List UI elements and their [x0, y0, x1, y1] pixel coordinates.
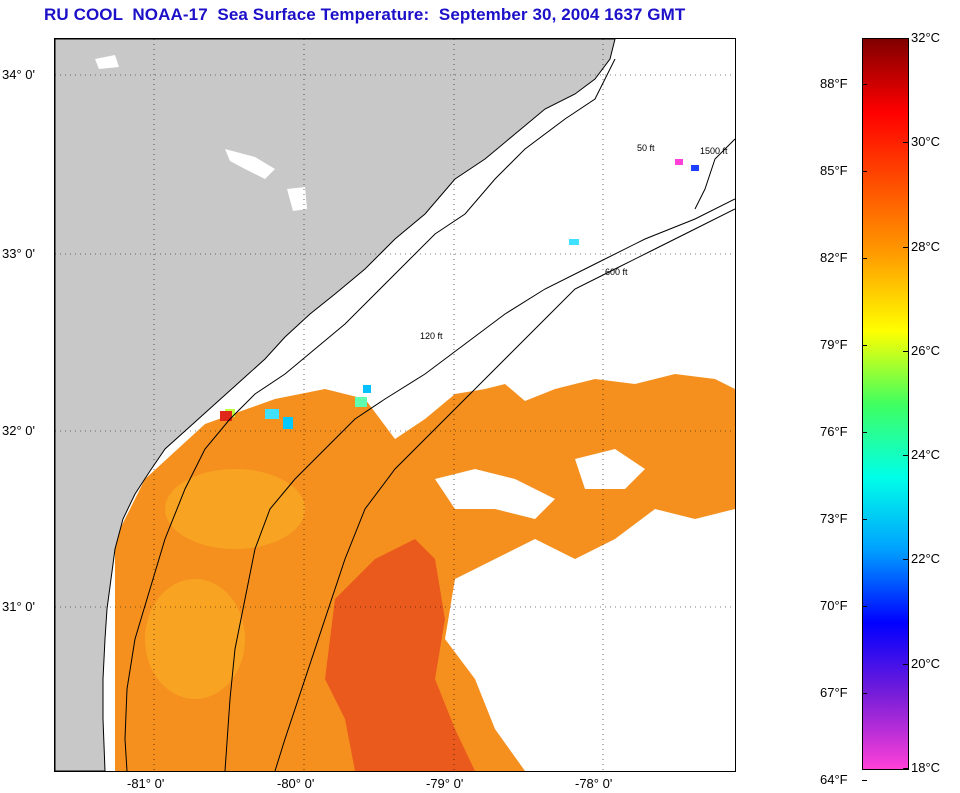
colorbar-fahrenheit-label: 88°F	[820, 76, 848, 92]
sst-moderate-patch	[165, 469, 305, 549]
colorbar-fahrenheit-tick	[862, 431, 867, 433]
colorbar-celsius-label: 28°C	[911, 238, 941, 254]
lon-label-80: -80° 0'	[277, 776, 315, 791]
colorbar-fahrenheit-label: 64°F	[820, 771, 848, 787]
lake-1	[225, 149, 275, 179]
cloud-gap-1	[435, 469, 555, 519]
sst-map: 50 ft 120 ft 600 ft 1500 ft	[54, 38, 736, 772]
lat-label-34: 34° 0'	[2, 67, 35, 82]
isobath-label-1500ft: 1500 ft	[700, 146, 728, 156]
sst-hot-core	[325, 539, 475, 771]
colorbar-celsius-label: 26°C	[911, 342, 941, 358]
sst-moderate-patch-2	[145, 579, 245, 699]
colorbar-celsius-tick	[903, 246, 908, 248]
lon-label-81: -81° 0'	[127, 776, 165, 791]
colorbar-fahrenheit-label: 70°F	[820, 597, 848, 613]
isobath-label-50ft: 50 ft	[637, 143, 655, 153]
lake-2	[287, 187, 307, 211]
colorbar-celsius-tick	[903, 38, 908, 39]
colorbar-celsius-tick	[903, 559, 908, 561]
colorbar-fahrenheit-tick	[862, 345, 867, 347]
cloud-gap-4	[615, 529, 735, 619]
cloud-gap-2	[575, 449, 645, 489]
colorbar-fahrenheit-tick	[862, 518, 867, 520]
colorbar-celsius-tick	[903, 455, 908, 457]
colorbar-celsius-label: 32°C	[911, 30, 941, 45]
cool-water-specks	[220, 159, 699, 429]
colorbar-fahrenheit-label: 76°F	[820, 423, 848, 439]
colorbar-fahrenheit-label: 79°F	[820, 337, 848, 353]
colorbar-fahrenheit-tick	[862, 692, 867, 694]
temperature-colorbar	[862, 38, 909, 770]
lake-3	[95, 55, 119, 69]
colorbar-fahrenheit-tick	[862, 84, 867, 86]
colorbar-celsius-label: 24°C	[911, 447, 941, 463]
isobath-600ft	[274, 208, 735, 771]
colorbar-fahrenheit-tick	[862, 779, 867, 781]
colorbar-celsius-tick	[903, 768, 908, 769]
map-title: RU COOL NOAA-17 Sea Surface Temperature:…	[44, 5, 686, 24]
sst-map-canvas: 50 ft 120 ft 600 ft 1500 ft	[55, 39, 735, 771]
lat-label-31: 31° 0'	[2, 599, 35, 614]
land-mass	[55, 39, 616, 771]
colorbar-fahrenheit-tick	[862, 258, 867, 260]
isobath-1500ft	[694, 138, 735, 210]
colorbar-fahrenheit-tick	[862, 605, 867, 607]
colorbar-fahrenheit-label: 73°F	[820, 510, 848, 526]
cloud-gap-3	[495, 599, 735, 771]
colorbar-celsius-label: 18°C	[911, 760, 941, 775]
colorbar-celsius-label: 22°C	[911, 551, 941, 567]
colorbar-fahrenheit-label: 67°F	[820, 684, 848, 700]
isobath-label-600ft: 600 ft	[605, 267, 628, 277]
lon-label-79: -79° 0'	[426, 776, 464, 791]
colorbar-fahrenheit-tick	[862, 171, 867, 173]
colorbar-celsius-tick	[903, 142, 908, 144]
lat-label-33: 33° 0'	[2, 246, 35, 261]
graticule	[55, 39, 735, 771]
colorbar-celsius-label: 20°C	[911, 655, 941, 671]
isobath-label-120ft: 120 ft	[420, 331, 443, 341]
isobath-50ft	[124, 58, 616, 771]
lon-label-78: -78° 0'	[575, 776, 613, 791]
colorbar-celsius-tick	[903, 663, 908, 665]
colorbar-celsius-tick	[903, 350, 908, 352]
isobaths	[124, 58, 735, 771]
colorbar-fahrenheit-label: 85°F	[820, 163, 848, 179]
lat-label-32: 32° 0'	[2, 423, 35, 438]
colorbar-fahrenheit-label: 82°F	[820, 250, 848, 266]
colorbar-celsius-label: 30°C	[911, 134, 941, 150]
isobath-120ft	[224, 198, 735, 771]
